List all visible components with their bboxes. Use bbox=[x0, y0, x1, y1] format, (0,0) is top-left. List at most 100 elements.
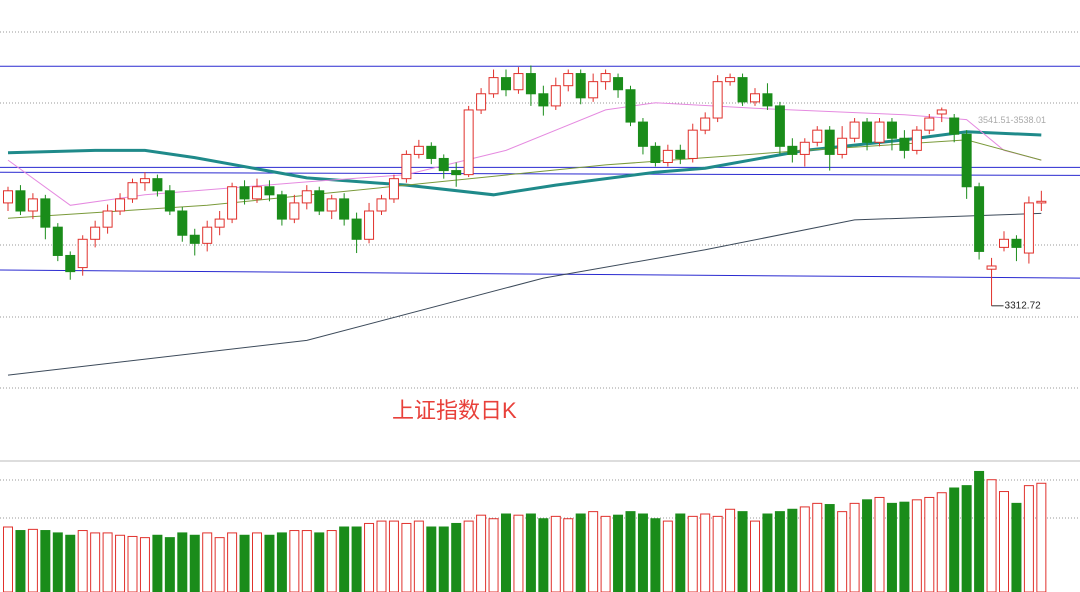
candle-body bbox=[164, 190, 175, 212]
volume-bar bbox=[276, 532, 287, 592]
candle-body bbox=[961, 133, 972, 188]
candle-body bbox=[563, 73, 574, 87]
volume-bar bbox=[949, 487, 960, 592]
candle-body bbox=[774, 105, 785, 147]
candle-body bbox=[762, 93, 773, 107]
volume-bar bbox=[538, 518, 549, 592]
candle-body bbox=[127, 182, 138, 200]
volume-bar bbox=[874, 496, 885, 592]
volume-bar bbox=[837, 511, 848, 592]
candle-body bbox=[662, 149, 673, 163]
low-label: 3312.72 bbox=[1005, 300, 1042, 311]
volume-bar bbox=[426, 526, 437, 592]
range-label: 3541.51-3538.01 bbox=[978, 115, 1046, 125]
candle-body bbox=[115, 198, 126, 212]
volume-bar bbox=[27, 528, 38, 592]
volume-bar bbox=[575, 513, 586, 592]
volume-bar bbox=[774, 511, 785, 592]
candle-body bbox=[849, 121, 860, 139]
volume-bar bbox=[687, 515, 698, 592]
candle-body bbox=[936, 109, 947, 115]
candle-body bbox=[700, 117, 711, 131]
candle-body bbox=[799, 141, 810, 155]
volume-bar bbox=[600, 515, 611, 592]
volume-bar bbox=[289, 530, 300, 592]
candle-body bbox=[550, 85, 561, 107]
volume-bar bbox=[239, 534, 250, 592]
volume-bar bbox=[762, 513, 773, 592]
candle-body bbox=[712, 81, 723, 119]
volume-bar bbox=[662, 520, 673, 592]
volume-bar bbox=[252, 532, 262, 592]
candle-body bbox=[388, 178, 399, 200]
candle-body bbox=[625, 89, 636, 123]
candle-body bbox=[986, 265, 997, 270]
volume-bar bbox=[799, 506, 810, 592]
volume-bar bbox=[40, 530, 51, 592]
candle-body bbox=[476, 93, 487, 111]
volume-bar bbox=[214, 537, 225, 592]
volume-bar bbox=[712, 515, 723, 592]
volume-bar bbox=[525, 513, 536, 592]
volume-bar bbox=[974, 470, 985, 592]
trendline bbox=[0, 269, 1080, 279]
volume-bar bbox=[513, 514, 524, 592]
candle-body bbox=[725, 77, 736, 83]
candle-body bbox=[538, 93, 549, 107]
volume-bar bbox=[550, 515, 561, 592]
candle-body bbox=[15, 190, 26, 212]
volume-bar bbox=[438, 526, 449, 592]
volume-bar bbox=[588, 511, 599, 592]
volume-bar bbox=[1023, 485, 1034, 592]
candle-body bbox=[364, 210, 375, 240]
candle-body bbox=[750, 93, 760, 103]
candle-body bbox=[862, 121, 873, 143]
candle-body bbox=[65, 254, 76, 273]
volume-bar bbox=[52, 532, 63, 592]
candle-body bbox=[239, 186, 250, 200]
volume-bar bbox=[401, 522, 412, 592]
volume-bar bbox=[501, 513, 511, 592]
volume-bar bbox=[314, 532, 325, 592]
candle-body bbox=[974, 186, 985, 252]
candle-body bbox=[40, 198, 51, 228]
volume-bar bbox=[650, 518, 661, 592]
candle-body bbox=[426, 145, 437, 159]
volume-bar bbox=[3, 526, 13, 592]
candle-body bbox=[949, 117, 960, 135]
candle-body bbox=[264, 186, 275, 196]
candle-body bbox=[675, 149, 686, 159]
candle-body bbox=[787, 145, 798, 155]
volume-bar bbox=[139, 537, 150, 592]
volume-bar bbox=[750, 520, 760, 592]
candle-body bbox=[77, 238, 88, 269]
candle-body bbox=[737, 77, 748, 103]
candle-body bbox=[1023, 202, 1034, 254]
candle-body bbox=[52, 226, 63, 256]
volume-bar bbox=[264, 534, 275, 592]
volume-bar bbox=[388, 520, 399, 592]
candle-body bbox=[637, 121, 648, 147]
candle-body bbox=[451, 170, 462, 176]
candle-body bbox=[27, 198, 38, 212]
moving-average bbox=[7, 102, 1042, 206]
candle-body bbox=[525, 73, 536, 95]
volume-bar bbox=[737, 511, 748, 592]
candle-body bbox=[1036, 200, 1047, 204]
volume-bar bbox=[999, 491, 1009, 592]
volume-bar bbox=[924, 496, 935, 592]
volume-bar bbox=[625, 511, 636, 592]
volume-bar bbox=[862, 499, 873, 592]
candle-body bbox=[463, 109, 474, 176]
volume-bar bbox=[675, 513, 686, 592]
candle-body bbox=[837, 137, 848, 155]
candle-body bbox=[3, 190, 13, 204]
volume-bar bbox=[301, 530, 312, 592]
trendline bbox=[0, 171, 1080, 176]
candle-body bbox=[501, 77, 511, 91]
volume-bar bbox=[700, 513, 711, 592]
volume-bar bbox=[326, 530, 337, 592]
volume-bar bbox=[886, 502, 897, 592]
candle-body bbox=[824, 129, 835, 155]
candle-body bbox=[438, 157, 449, 172]
